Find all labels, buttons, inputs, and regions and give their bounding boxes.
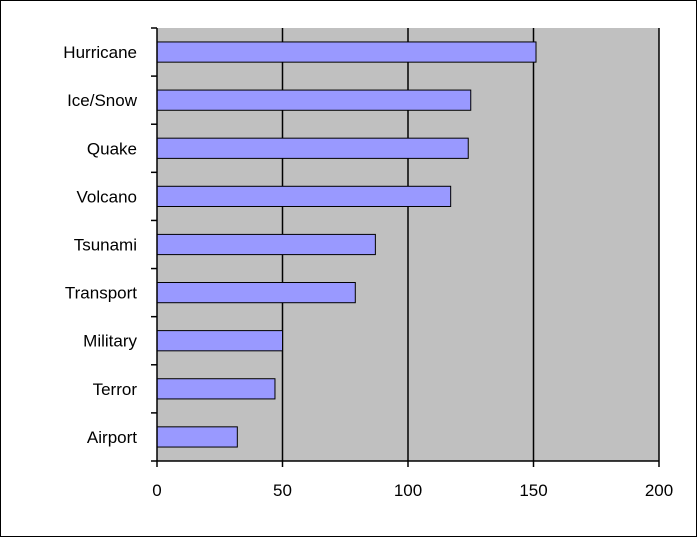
category-labels: Hurricane Ice/Snow Quake Volcano Tsunami Tran… — [63, 43, 137, 447]
x-tick-label: 150 — [519, 481, 547, 500]
x-tick-label: 50 — [273, 481, 292, 500]
category-label: Transport — [65, 284, 137, 303]
bar-ice-snow — [156, 89, 472, 111]
bar-terror — [156, 378, 276, 400]
bar-tsunami — [156, 233, 376, 256]
bar-transport — [156, 282, 356, 304]
category-label: Quake — [87, 139, 137, 158]
category-label: Hurricane — [63, 43, 137, 62]
bar-airport — [156, 426, 238, 448]
bar-quake — [156, 137, 469, 159]
bar-hurricane — [156, 41, 537, 63]
category-label: Ice/Snow — [67, 91, 138, 110]
bar-military — [156, 330, 283, 352]
bar-volcano — [156, 185, 452, 207]
x-tick-label: 200 — [645, 481, 673, 500]
x-tick-label: 0 — [152, 481, 161, 500]
category-label: Terror — [93, 380, 138, 399]
x-tick-labels: 0 50 100 150 200 — [152, 481, 673, 500]
category-label: Tsunami — [74, 236, 137, 255]
category-label: Military — [83, 332, 137, 351]
x-tick-label: 100 — [394, 481, 422, 500]
category-label: Airport — [87, 428, 137, 447]
category-label: Volcano — [77, 187, 138, 206]
axes — [151, 27, 660, 467]
bars — [156, 41, 537, 448]
